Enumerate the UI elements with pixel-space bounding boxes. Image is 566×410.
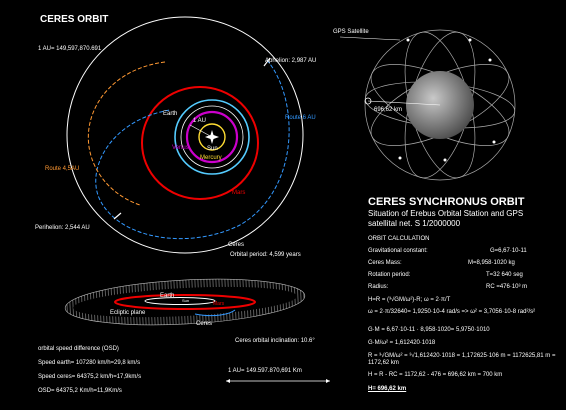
step: R = ³√GM/ω² = ³√1,612420·1018 = 1,172625… bbox=[368, 353, 558, 367]
label: Ceres orbital inclination: 10.6° bbox=[235, 338, 315, 344]
label: 696,62 km bbox=[374, 107, 402, 113]
infographic: CERES ORBIT 1 AU= 149,597,870.691 Apheli… bbox=[0, 0, 566, 410]
label: Route 4,5AU bbox=[45, 166, 79, 172]
label: Orbital period: 4,599 years bbox=[230, 252, 301, 258]
label: Aphelion: 2,987 AU bbox=[265, 58, 316, 64]
label: Ceres bbox=[196, 321, 212, 327]
label: Speed earth= 107280 km/h=29,8 km/s bbox=[38, 360, 140, 366]
label: Earth bbox=[160, 293, 174, 299]
label: OSD= 64375,2 Km/h=11,9Km/s bbox=[38, 388, 122, 394]
route-45-path bbox=[88, 62, 165, 205]
outer-orbit bbox=[67, 17, 303, 253]
label: Venus bbox=[172, 145, 189, 151]
label: Ecliptic plane bbox=[110, 310, 146, 316]
label: Rotation period: bbox=[368, 272, 410, 279]
label: Mars bbox=[232, 190, 245, 196]
step: ω = 2·π/32640= 1,9250·10-4 rad/s => ω² =… bbox=[368, 309, 558, 316]
title: CERES ORBIT bbox=[40, 14, 108, 25]
step: G·M/ω² = 1,612420·1018 bbox=[368, 340, 435, 347]
title: CERES SYNCHRONUS ORBIT bbox=[368, 196, 524, 208]
label: GPS Satellite bbox=[333, 29, 369, 35]
label: Sun bbox=[207, 146, 218, 152]
label: 1 AU= 149,597,870.691 bbox=[38, 46, 102, 52]
label: Sun bbox=[182, 298, 189, 303]
perihelion-tick bbox=[114, 213, 121, 219]
result: H= 696,62 km bbox=[368, 386, 406, 393]
value: T=32 640 seg bbox=[486, 272, 523, 279]
gps-pointer bbox=[340, 37, 400, 40]
label: Speed ceres= 64375,2 km/h=17,9km/s bbox=[38, 374, 141, 380]
value: G=6,67·10-11 bbox=[490, 248, 527, 255]
label: 1 AU bbox=[193, 118, 206, 124]
label: Radius: bbox=[368, 284, 388, 291]
label: Ceres bbox=[228, 242, 244, 248]
label: Route 6 AU bbox=[285, 115, 316, 121]
value: M=8,958·1020 kg bbox=[468, 260, 515, 267]
step: G·M = 6,67·10-11 · 8,958·1020= 5,9750·10… bbox=[368, 327, 490, 334]
subtitle: satellital net. S 1/2000000 bbox=[368, 219, 460, 228]
label: Perihelion: 2,544 AU bbox=[35, 225, 90, 231]
step: H = R - RC = 1172,62 - 476 = 696,62 km =… bbox=[368, 372, 502, 379]
value: RC =476·10³ m bbox=[486, 284, 527, 291]
label: Gravitational constant: bbox=[368, 248, 428, 255]
label: 1 AU= 149.597.870,691 Km bbox=[228, 368, 302, 374]
au-line bbox=[190, 125, 212, 137]
label: orbital speed difference (OSD) bbox=[38, 346, 119, 352]
subtitle: Situation of Erebus Orbital Station and … bbox=[368, 209, 523, 218]
label: Mercury bbox=[200, 155, 222, 161]
step: H=R = (³√GM/ω²)-R; ω = 2·π/T bbox=[368, 297, 450, 304]
heading: ORBIT CALCULATION bbox=[368, 236, 429, 243]
label: Earth bbox=[163, 111, 177, 117]
label: Ceres Mass: bbox=[368, 260, 402, 267]
label: Mars bbox=[213, 301, 225, 307]
